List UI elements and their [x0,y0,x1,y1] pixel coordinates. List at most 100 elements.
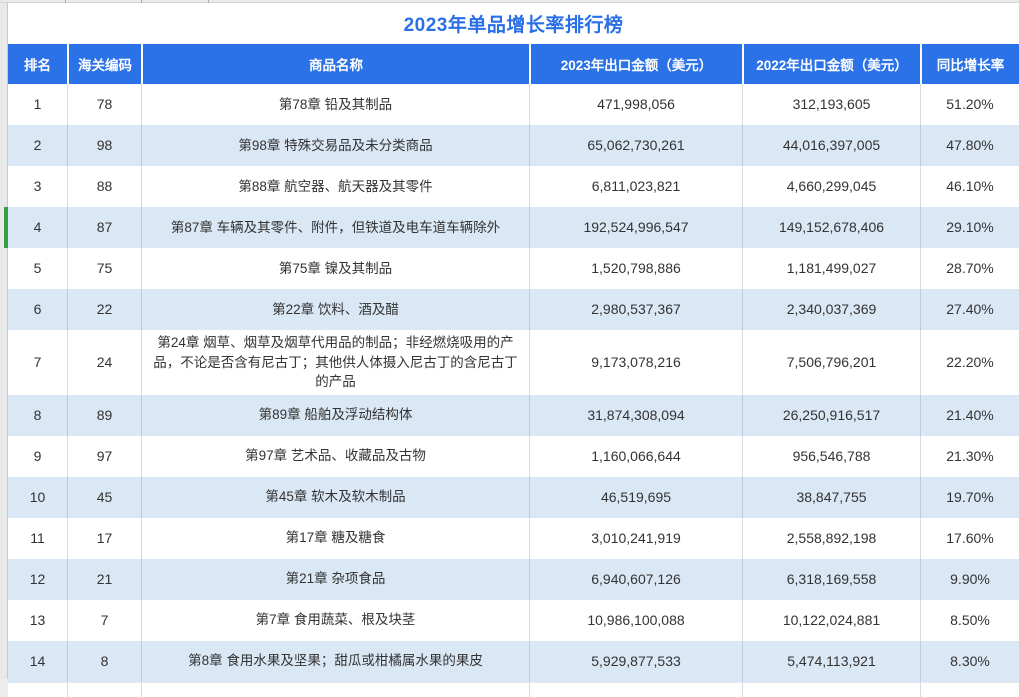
cell-rank[interactable]: 11 [30,530,45,547]
cell-hs_code[interactable]: 97 [67,435,141,477]
cell-amount_2022[interactable]: 149,152,678,406 [742,207,920,248]
table-row-1: 1 78 第78章 铅及其制品 471,998,056 312,193,605 51.20… [8,84,1019,125]
cell-amount_2023[interactable]: 1,520,798,886 [529,248,742,289]
cell-rank[interactable]: 7 [33,354,42,371]
column-header-1[interactable]: 海关编码 [67,44,141,84]
cell-name[interactable]: 第75章 镍及其制品 [141,248,529,289]
cell-name[interactable]: 第21章 杂项食品 [141,558,529,600]
cell-name[interactable]: 第98章 特殊交易品及未分类商品 [141,125,529,166]
cell-growth[interactable]: 8.30% [920,640,1019,682]
grid-tick [65,0,66,3]
cell-rank[interactable]: 13 [29,612,46,629]
cell-amount_2022[interactable]: 2,558,892,198 [742,517,920,559]
cell-rank[interactable]: 3 [33,178,42,195]
cell-name[interactable]: 第88章 航空器、航天器及其零件 [141,166,529,207]
cell-name[interactable]: 第87章 车辆及其零件、附件，但铁道及电车道车辆除外 [141,207,529,248]
cell-amount_2023[interactable]: 2,980,537,367 [529,289,742,330]
cell-rank[interactable]: 5 [33,260,42,277]
cell-growth[interactable]: 46.10% [920,166,1019,207]
cell-amount_2023[interactable]: 31,874,308,094 [529,394,742,436]
cell-growth[interactable]: 19.70% [920,476,1019,518]
cell-amount_2022[interactable]: 26,250,916,517 [742,394,920,436]
cell-amount_2022[interactable]: 1,181,499,027 [742,248,920,289]
cell-name[interactable]: 第78章 铅及其制品 [141,84,529,125]
cell-name[interactable]: 第8章 食用水果及坚果；甜瓜或柑橘属水果的果皮 [141,640,529,682]
cell-hs_code[interactable]: 89 [67,394,141,436]
cell-hs_code[interactable]: 17 [67,517,141,559]
cell-name[interactable]: 第45章 软木及软木制品 [141,476,529,518]
cell-growth[interactable]: 17.60% [920,517,1019,559]
cell-hs_code[interactable]: 22 [67,289,141,330]
cell-rank[interactable]: 2 [33,137,42,154]
cell-hs_code[interactable]: 78 [67,84,141,125]
cell-amount_2022[interactable]: 312,193,605 [742,84,920,125]
cell-name[interactable]: 第22章 饮料、酒及醋 [141,289,529,330]
table-row-6: 6 22 第22章 饮料、酒及醋 2,980,537,367 2,340,037,369… [8,289,1019,330]
cell-amount_2023[interactable]: 6,811,023,821 [529,166,742,207]
cell-growth[interactable]: 28.70% [920,248,1019,289]
cell-amount_2022[interactable]: 6,318,169,558 [742,558,920,600]
cell-rank[interactable]: 14 [29,653,46,670]
cell-amount_2023[interactable]: 192,524,996,547 [529,207,742,248]
cell-hs_code[interactable]: 8 [67,640,141,682]
cell-rank[interactable]: 4 [33,219,42,236]
cell-growth[interactable]: 47.80% [920,125,1019,166]
cell-growth[interactable]: 8.50% [920,599,1019,641]
table-row-partial [8,681,1019,697]
cell-rank[interactable]: 10 [29,489,46,506]
cell-growth[interactable]: 9.90% [920,558,1019,600]
column-header-4[interactable]: 2022年出口金额（美元） [742,44,920,84]
cell-amount_2023[interactable]: 3,010,241,919 [529,517,742,559]
cell-hs_code[interactable]: 98 [67,125,141,166]
cell-amount_2022[interactable]: 2,340,037,369 [742,289,920,330]
cell-amount_2023[interactable]: 5,929,877,533 [529,640,742,682]
cell-rank[interactable]: 8 [33,407,42,424]
column-header-5[interactable]: 同比增长率 [920,44,1019,84]
grid-tick [208,0,209,3]
cell-hs_code[interactable]: 7 [67,599,141,641]
cell-amount_2023[interactable]: 6,940,607,126 [529,558,742,600]
cell-growth[interactable]: 21.30% [920,435,1019,477]
cell-amount_2023[interactable]: 10,986,100,088 [529,599,742,641]
cell-amount_2023[interactable]: 46,519,695 [529,476,742,518]
cell-amount_2022[interactable]: 7,506,796,201 [742,330,920,395]
cell-rank[interactable]: 9 [33,448,42,465]
cell-hs_code[interactable]: 87 [67,207,141,248]
cell-name[interactable]: 第24章 烟草、烟草及烟草代用品的制品；非经燃烧吸用的产品，不论是否含有尼古丁；… [141,330,529,395]
row-selection-indicator [4,207,8,248]
cell-amount_2023[interactable]: 1,160,066,644 [529,435,742,477]
cell-amount_2022[interactable]: 44,016,397,005 [742,125,920,166]
table-row-12: 12 21 第21章 杂项食品 6,940,607,126 6,318,169,558 9… [8,558,1019,600]
cell-name[interactable]: 第17章 糖及糖食 [141,517,529,559]
cell-name[interactable]: 第89章 船舶及浮动结构体 [141,394,529,436]
cell-amount_2023[interactable]: 471,998,056 [529,84,742,125]
table-row-13: 13 7 第7章 食用蔬菜、根及块茎 10,986,100,088 10,122,024… [8,599,1019,641]
cell-amount_2023[interactable]: 9,173,078,216 [529,330,742,395]
table-row-4: 4 87 第87章 车辆及其零件、附件，但铁道及电车道车辆除外 192,524,996… [4,207,1019,248]
cell-amount_2022[interactable]: 4,660,299,045 [742,166,920,207]
cell-amount_2022[interactable]: 956,546,788 [742,435,920,477]
column-header-2[interactable]: 商品名称 [141,44,529,84]
cell-hs_code[interactable]: 75 [67,248,141,289]
cell-rank[interactable]: 6 [33,301,42,318]
cell-hs_code[interactable]: 21 [67,558,141,600]
cell-hs_code[interactable]: 45 [67,476,141,518]
cell-amount_2022[interactable]: 5,474,113,921 [742,640,920,682]
cell-amount_2022[interactable]: 10,122,024,881 [742,599,920,641]
cell-name[interactable]: 第7章 食用蔬菜、根及块茎 [141,599,529,641]
cell-hs_code[interactable]: 88 [67,166,141,207]
column-header-3[interactable]: 2023年出口金额（美元） [529,44,742,84]
cell-name[interactable]: 第97章 艺术品、收藏品及古物 [141,435,529,477]
cell-amount_2023[interactable]: 65,062,730,261 [529,125,742,166]
cell-hs_code[interactable]: 24 [67,330,141,395]
column-header-0[interactable]: 排名 [8,44,67,84]
cell-rank[interactable]: 12 [29,571,46,588]
cell-growth[interactable]: 29.10% [920,207,1019,248]
cell-rank[interactable]: 1 [33,96,42,113]
cell-growth[interactable]: 21.40% [920,394,1019,436]
cell-amount_2022[interactable]: 38,847,755 [742,476,920,518]
cell-growth[interactable]: 51.20% [920,84,1019,125]
cell-growth[interactable]: 27.40% [920,289,1019,330]
page-title[interactable]: 2023年单品增长率排行榜 [8,3,1019,44]
cell-growth[interactable]: 22.20% [920,330,1019,395]
